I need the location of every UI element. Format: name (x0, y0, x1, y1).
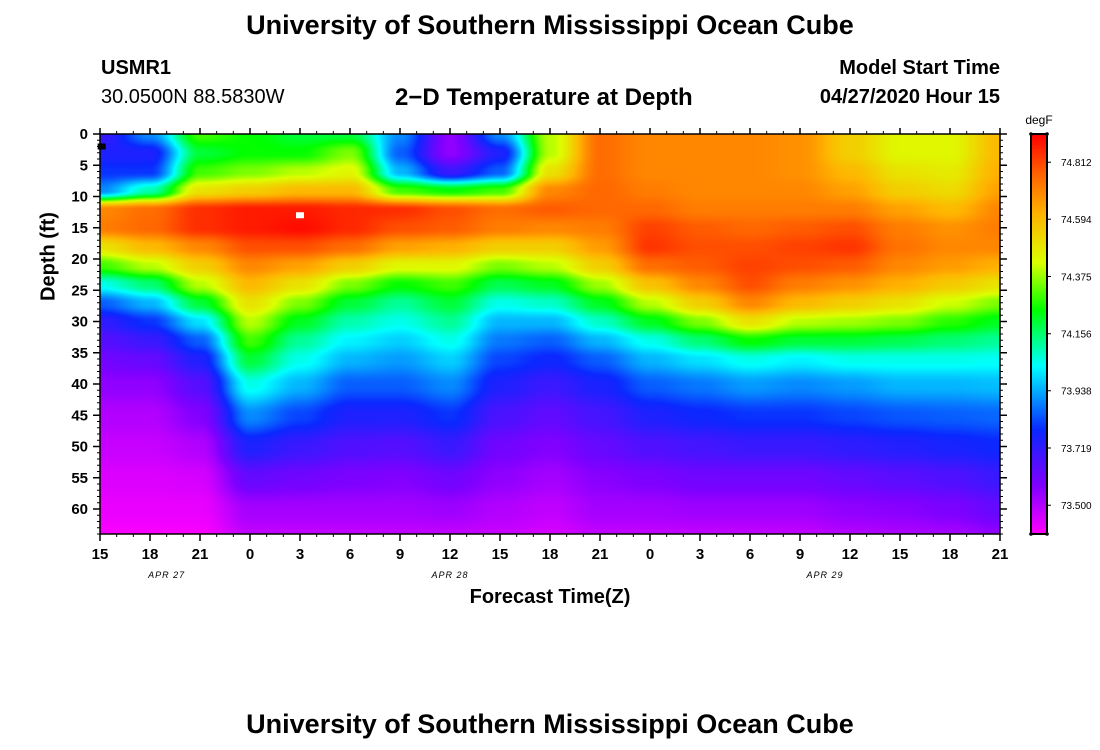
x-tick-label: 0 (646, 546, 654, 563)
y-tick-label: 40 (71, 376, 88, 393)
plot-title: 2−D Temperature at Depth (395, 84, 693, 111)
x-tick-label: 9 (396, 546, 404, 563)
colorbar-tick-label: 74.812 (1061, 158, 1092, 169)
colorbar-frame (1030, 133, 1048, 535)
data-marker (97, 143, 106, 150)
x-axis-label: Forecast Time(Z) (469, 586, 631, 608)
temperature-heatmap (100, 134, 1000, 534)
x-tick-label: 6 (746, 546, 754, 563)
plot-frame (99, 133, 1001, 535)
station-id: USMR1 (101, 57, 172, 79)
x-tick-label: 18 (942, 546, 959, 563)
date-label: APR 27 (147, 570, 185, 580)
x-tick-label: 15 (492, 546, 509, 563)
y-tick-label: 55 (71, 470, 88, 487)
station-coordinates: 30.0500N 88.5830W (101, 86, 285, 108)
x-tick-label: 21 (192, 546, 209, 563)
x-tick-label: 3 (696, 546, 704, 563)
x-tick-label: 6 (346, 546, 354, 563)
colorbar-tick-label: 74.375 (1061, 272, 1092, 283)
x-tick-label: 12 (442, 546, 459, 563)
model-start-value: 04/27/2020 Hour 15 (819, 86, 1000, 108)
colorbar-corner-dot (1029, 132, 1033, 136)
y-tick-label: 25 (71, 282, 88, 299)
x-tick-label: 15 (92, 546, 109, 563)
colorbar-corner-dot (1045, 532, 1049, 536)
y-tick-label: 0 (80, 126, 88, 143)
date-label: APR 28 (430, 570, 468, 580)
x-tick-label: 9 (796, 546, 804, 563)
colorbar-tick-label: 74.594 (1061, 215, 1092, 226)
y-tick-label: 45 (71, 407, 88, 424)
colorbar-tick-label: 73.500 (1061, 501, 1092, 512)
colorbar-corner-dot (1029, 532, 1033, 536)
x-tick-label: 0 (246, 546, 254, 563)
colorbar-tick-label: 74.156 (1061, 330, 1092, 341)
x-tick-label: 3 (296, 546, 304, 563)
colorbar (1031, 134, 1047, 534)
x-tick-label: 18 (542, 546, 559, 563)
y-tick-label: 5 (80, 157, 88, 174)
data-marker (296, 212, 304, 219)
y-tick-label: 60 (71, 501, 88, 518)
colorbar-units: degF (1025, 113, 1052, 127)
colorbar-corner-dot (1045, 132, 1049, 136)
date-label: APR 29 (805, 570, 843, 580)
y-tick-label: 20 (71, 251, 88, 268)
y-tick-label: 10 (71, 189, 88, 206)
y-tick-label: 15 (71, 220, 88, 237)
y-tick-label: 35 (71, 345, 88, 362)
x-tick-label: 15 (892, 546, 909, 563)
bottom-title: University of Southern Mississippi Ocean… (246, 709, 854, 739)
y-tick-label: 50 (71, 439, 88, 456)
x-tick-label: 12 (842, 546, 859, 563)
x-tick-label: 21 (992, 546, 1009, 563)
y-tick-label: 30 (71, 314, 88, 331)
model-start-label: Model Start Time (839, 57, 1000, 79)
colorbar-tick-label: 73.938 (1061, 387, 1092, 398)
x-tick-label: 18 (142, 546, 159, 563)
colorbar-tick-label: 73.719 (1061, 444, 1092, 455)
x-tick-label: 21 (592, 546, 609, 563)
top-title: University of Southern Mississippi Ocean… (246, 10, 854, 40)
